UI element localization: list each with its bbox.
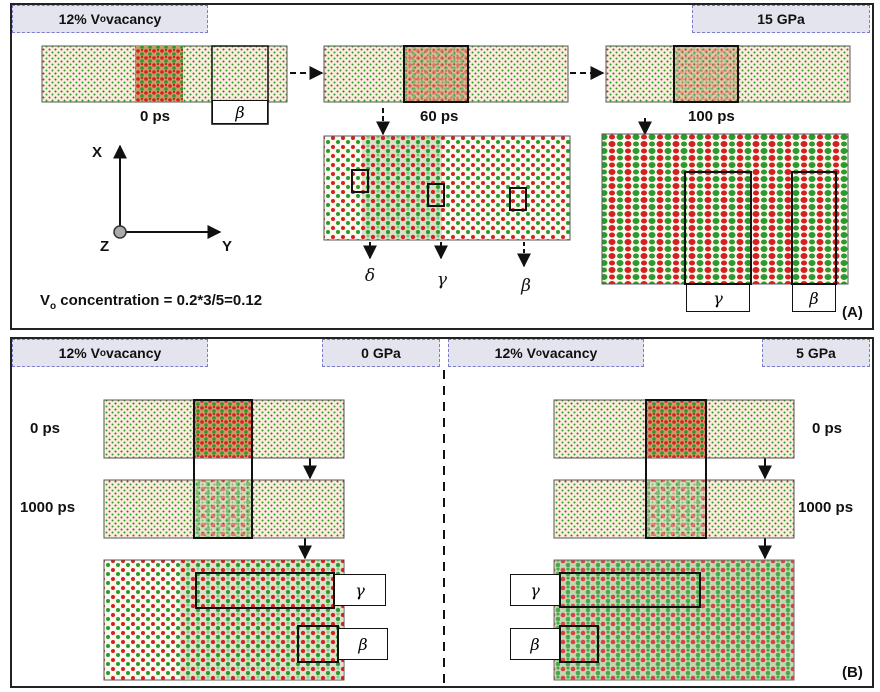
vacancy-tag-sub: o (99, 347, 107, 359)
vacancy-tag-text: 12% V (58, 11, 100, 27)
pressure-tag-text: 5 GPa (796, 345, 836, 361)
vacancy-tag-sub: o (99, 13, 107, 25)
panel-a-id: (A) (842, 304, 863, 321)
strip-beta-label: β (212, 100, 268, 124)
delta-box (351, 169, 369, 193)
strip-60ps-core (404, 46, 468, 102)
beta-box (509, 187, 527, 211)
z-axis-dot (113, 225, 127, 239)
conc-sub: o (50, 301, 57, 312)
concentration-text: Vo concentration = 0.2*3/5=0.12 (40, 292, 262, 312)
zoom-60ps (323, 135, 571, 241)
b-right-0ps-core (646, 400, 706, 458)
phase-beta-label: β (521, 276, 531, 296)
b-right-beta-box (559, 625, 599, 663)
pressure-tag-text: 15 GPa (757, 11, 805, 27)
b-right-outline (645, 399, 707, 539)
b-left-beta-text: β (358, 634, 368, 654)
axis-x-label: X (92, 144, 103, 161)
b-right-gamma-label: γ (510, 574, 560, 606)
b-left-time-1000ps: 1000 ps (20, 499, 76, 516)
pressure-tag-a: 15 GPa (692, 5, 870, 33)
b-right-time-0ps: 0 ps (812, 420, 843, 437)
gamma-box (427, 183, 445, 207)
axis-y-label: Y (222, 238, 233, 255)
strip-100ps-core (674, 46, 738, 102)
b-left-beta-label: β (338, 628, 388, 660)
b-left-gamma-label: γ (334, 574, 386, 606)
vacancy-tag-text: 12% V (58, 345, 100, 361)
outline-0ps (211, 45, 269, 125)
pressure-tag-b-right: 5 GPa (762, 339, 870, 367)
axis-z-label: Z (100, 238, 110, 255)
time-100ps: 100 ps (688, 108, 735, 125)
pressure-tag-b-left: 0 GPa (322, 339, 440, 367)
panel-b-id: (B) (842, 664, 863, 681)
b-right-gamma-text: γ (530, 580, 540, 600)
vacancy-tag-rest: vacancy (542, 345, 598, 361)
beta-label-100ps: β (792, 284, 836, 312)
b-right-time-1000ps: 1000 ps (798, 499, 854, 516)
b-right-beta-text: β (530, 634, 540, 654)
b-right-gamma-box (559, 572, 701, 608)
zoom-60ps-region (362, 136, 442, 240)
vacancy-tag-rest: vacancy (106, 11, 162, 27)
b-left-time-0ps: 0 ps (30, 420, 61, 437)
phase-gamma-label: γ (436, 270, 448, 290)
pressure-tag-text: 0 GPa (361, 345, 401, 361)
b-left-outline (193, 399, 253, 539)
strip-beta-text: β (235, 102, 245, 122)
gamma-label-100ps-text: γ (713, 288, 723, 308)
vacancy-tag-sub: o (535, 347, 543, 359)
b-left-1000ps-core (194, 480, 252, 538)
conc-prefix: V (40, 292, 51, 309)
b-right-1000ps-core (646, 480, 706, 538)
b-left-zoom-region (180, 560, 344, 680)
b-left-gamma-text: γ (355, 580, 365, 600)
time-60ps: 60 ps (420, 108, 459, 125)
phase-delta-label: δ (364, 266, 376, 286)
outline-100ps (673, 45, 739, 103)
vacancy-tag-rest: vacancy (106, 345, 162, 361)
outline-60ps (403, 45, 469, 103)
b-left-0ps-core (194, 400, 252, 458)
b-right-beta-label: β (510, 628, 560, 660)
vacancy-tag-text: 12% V (494, 345, 536, 361)
beta-label-100ps-text: β (809, 288, 819, 308)
b-right-zoom (553, 559, 795, 681)
strip-0ps-core (135, 46, 183, 102)
gamma-label-100ps: γ (686, 284, 750, 312)
zoom-100ps (601, 133, 849, 285)
conc-rest: concentration = 0.2*3/5=0.12 (56, 292, 263, 309)
time-0ps: 0 ps (140, 108, 171, 125)
